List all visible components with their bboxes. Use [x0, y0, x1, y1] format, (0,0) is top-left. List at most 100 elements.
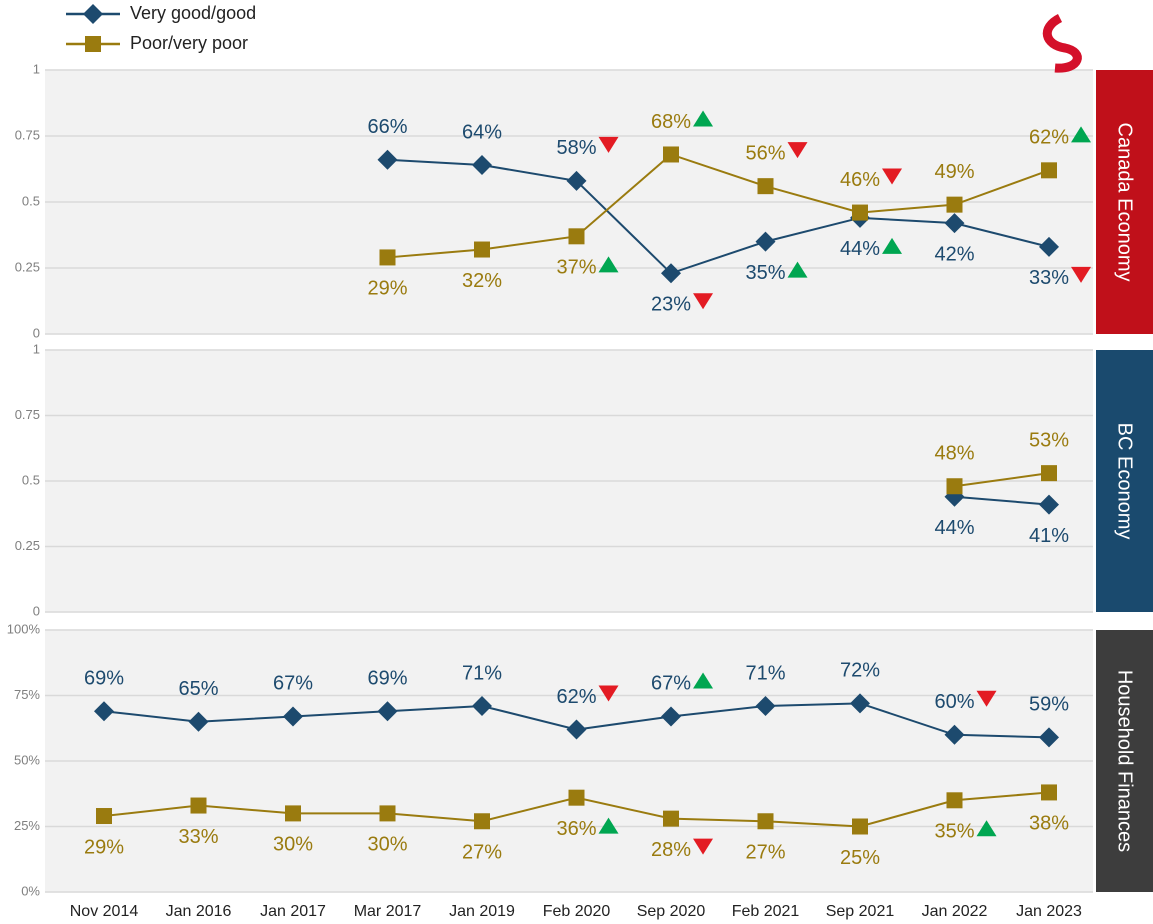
data-label: 62% [1029, 127, 1069, 149]
data-label: 65% [178, 678, 218, 700]
point [568, 228, 585, 245]
trend-arrow [693, 293, 714, 310]
point [852, 818, 868, 835]
series-line [387, 153, 1050, 259]
x-tick-label: Mar 2017 [354, 903, 422, 920]
point [1039, 494, 1059, 515]
data-label: 67% [273, 673, 313, 695]
side-box [1096, 350, 1153, 612]
data-label: 58% [556, 137, 596, 159]
data-label: 37% [556, 257, 596, 279]
data-label: 30% [273, 834, 313, 856]
data-label: 48% [934, 443, 974, 465]
y-tick-label: 0.5 [22, 472, 40, 487]
y-tick-label: 100% [7, 621, 41, 636]
trend-arrow [787, 261, 808, 278]
point [850, 693, 870, 714]
data-label: 62% [556, 686, 596, 708]
data-label: 27% [745, 842, 785, 864]
x-tick-label: Sep 2021 [826, 903, 895, 920]
point [568, 789, 585, 806]
y-tick-label: 75% [14, 687, 40, 702]
point [757, 178, 774, 195]
point [852, 204, 868, 221]
x-tick-label: Nov 2014 [70, 903, 139, 920]
data-label: 72% [840, 660, 880, 682]
data-label: 29% [84, 836, 124, 858]
point [1039, 236, 1059, 257]
point [757, 813, 774, 830]
y-tick-label: 50% [14, 752, 40, 767]
y-tick-label: 0% [21, 883, 40, 898]
point [379, 805, 396, 822]
point [94, 701, 114, 722]
x-tick-label: Jan 2019 [449, 903, 515, 920]
y-tick-label: 0 [33, 603, 40, 618]
x-tick-label: Feb 2020 [543, 903, 611, 920]
data-label: 29% [367, 278, 407, 300]
point [377, 701, 398, 722]
data-label: 25% [840, 847, 880, 869]
y-tick-label: 0 [33, 325, 40, 340]
data-label: 28% [651, 839, 691, 861]
point [566, 719, 587, 740]
point [474, 241, 490, 258]
x-tick-label: Jan 2016 [166, 903, 232, 920]
series-line [387, 158, 1050, 275]
point [1041, 162, 1057, 179]
point [283, 706, 303, 727]
trend-arrow [598, 817, 619, 834]
trend-arrow [787, 142, 808, 159]
data-label: 33% [178, 826, 218, 848]
point [946, 478, 963, 495]
x-tick-label: Jan 2017 [260, 903, 326, 920]
trend-arrow [882, 237, 903, 254]
panel-title: Household Finances [1114, 670, 1136, 852]
data-label: 66% [367, 116, 407, 138]
trend-arrow [1071, 266, 1092, 283]
trend-arrow [598, 685, 619, 702]
point [755, 695, 776, 716]
point [1041, 784, 1057, 801]
point [188, 711, 209, 732]
x-tick-label: Feb 2021 [732, 903, 800, 920]
trend-arrow [693, 672, 714, 689]
y-tick-label: 0.5 [22, 193, 40, 208]
trend-arrow [693, 110, 714, 127]
trend-arrow [882, 168, 903, 185]
data-label: 46% [840, 169, 880, 191]
trend-arrow [693, 838, 714, 855]
data-label: 68% [651, 111, 691, 133]
point [944, 724, 965, 745]
point [379, 249, 396, 266]
trend-arrow [598, 256, 619, 273]
data-label: 33% [1029, 267, 1069, 289]
data-label: 44% [840, 238, 880, 260]
data-label: 71% [462, 662, 502, 684]
x-tick-label: Sep 2020 [637, 903, 706, 920]
data-label: 30% [367, 834, 407, 856]
point [472, 155, 492, 176]
data-label: 69% [367, 668, 407, 690]
point [663, 810, 679, 827]
point [946, 792, 963, 809]
data-label: 64% [462, 121, 502, 143]
y-tick-label: 0.75 [15, 407, 40, 422]
point [661, 263, 681, 284]
legend-marker [85, 36, 101, 52]
point [663, 146, 679, 163]
data-label: 60% [934, 691, 974, 713]
series-line [954, 495, 1050, 506]
data-label: 27% [462, 842, 502, 864]
side-box [1096, 70, 1153, 334]
point [1039, 727, 1059, 748]
logo [1043, 13, 1082, 73]
x-tick-label: Jan 2023 [1016, 903, 1082, 920]
data-label: 71% [745, 662, 785, 684]
point [472, 695, 492, 716]
data-label: 35% [934, 821, 974, 843]
x-tick-label: Jan 2022 [922, 903, 988, 920]
y-tick-label: 0.75 [15, 127, 40, 142]
legend-label: Poor/very poor [130, 33, 248, 53]
